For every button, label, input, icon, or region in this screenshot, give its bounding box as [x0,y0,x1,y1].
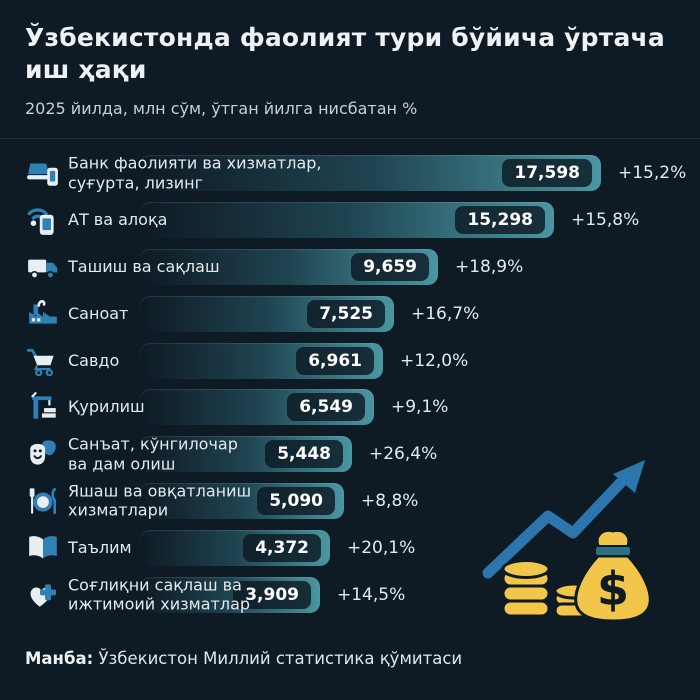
arts-entertainment-icon [25,436,61,472]
value-bar: 15,298 [140,202,554,239]
value-bar: 7,525 [140,295,394,332]
change-label: +9,1% [391,397,449,418]
value-bar: 3,909 [140,576,320,613]
growth-arrow-icon [482,460,645,579]
category-label: Яшаш ва овқатланиш хизматлари [68,481,252,520]
category-label: АТ ва алоқа [68,210,168,230]
chart-row: Санъат, кўнгилочар ва дам олиш 5,448 +26,4% [25,431,685,478]
change-label: +15,2% [618,163,687,184]
value-bar: 9,659 [140,248,438,285]
change-label: +18,9% [455,256,524,277]
growth-illustration: $ [482,460,652,623]
chart-row: Соғлиқни сақлаш ва ижтимоий хизматлар 3,90… [25,571,685,618]
construction-icon [25,389,61,425]
value-label: 7,525 [307,299,385,328]
category-label: Савдо [68,350,120,370]
value-label: 6,961 [296,346,374,375]
source-text: Ўзбекистон Миллий статистика қўмитаси [93,649,463,668]
trade-icon [25,343,61,379]
change-label: +12,0% [400,350,469,371]
value-bar: 6,549 [140,389,374,426]
header-divider [0,138,700,139]
change-label: +20,1% [347,537,416,558]
change-label: +8,8% [361,490,419,511]
category-label: Санъат, кўнгилочар ва дам олиш [68,434,238,474]
value-label: 3,909 [233,580,311,609]
dollar-symbol: $ [597,562,629,616]
education-icon [25,530,61,566]
category-label: Саноат [68,304,129,324]
bank-services-icon [25,155,61,191]
value-bar: 4,372 [140,529,330,566]
change-label: +26,4% [369,444,438,465]
change-label: +15,8% [571,210,640,231]
value-label: 9,659 [351,252,429,281]
accommodation-food-icon [25,483,61,519]
value-label: 15,298 [455,206,545,235]
chart-row: Таълим 4,372 +20,1% [25,524,685,571]
chart-row: Банк фаолияти ва хизматлар, суғурта, лизи… [25,150,687,197]
value-label: 17,598 [502,159,592,188]
coin-stacks-icon [501,559,595,619]
chart-row: Яшаш ва овқатланиш хизматлари 5,090 +8,8% [25,478,685,525]
value-label: 5,448 [265,440,343,469]
value-bar: 5,090 [140,482,344,519]
change-label: +14,5% [337,584,406,605]
bar-chart: Банк фаолияти ва хизматлар, суғурта, лизи… [25,150,687,618]
value-label: 4,372 [243,533,321,562]
category-label: Соғлиқни сақлаш ва ижтимоий хизматлар [68,575,251,614]
value-bar: 5,448 [140,436,352,473]
chart-row: АТ ва алоқа 15,298 +15,8% [25,197,685,244]
page-title-line1: Ўзбекистонда фаолият тури бўйича ўртача [25,23,665,52]
change-label: +16,7% [411,303,480,324]
category-label: Таълим [68,538,132,558]
page-title: Ўзбекистонда фаолият тури бўйича ўртача … [25,22,665,86]
chart-row: Ташиш ва сақлаш 9,659 +18,9% [25,244,685,291]
it-communication-icon [25,202,61,238]
chart-row: Савдо 6,961 +12,0% [25,337,685,384]
source-note: Манба: Ўзбекистон Миллий статистика қўми… [25,649,462,668]
source-label: Манба: [25,649,94,668]
page-title-line2: иш ҳақи [25,55,147,84]
money-bag-icon: $ [574,528,652,623]
value-bar: 6,961 [140,342,383,379]
value-label: 5,090 [257,486,335,515]
chart-subtitle: 2025 йилда, млн сўм, ўтган йилга нисбата… [25,99,418,118]
value-label: 6,549 [287,393,365,422]
category-label: Ташиш ва сақлаш [68,257,220,277]
category-label: Қурилиш [68,397,145,417]
category-label: Банк фаолияти ва хизматлар, суғурта, лизи… [68,153,322,193]
value-bar: 17,598 [140,155,601,192]
chart-row: Қурилиш 6,549 +9,1% [25,384,685,431]
healthcare-icon [25,577,61,613]
transport-storage-icon [25,249,61,285]
industry-icon [25,296,61,332]
chart-row: Саноат 7,525 +16,7% [25,290,685,337]
